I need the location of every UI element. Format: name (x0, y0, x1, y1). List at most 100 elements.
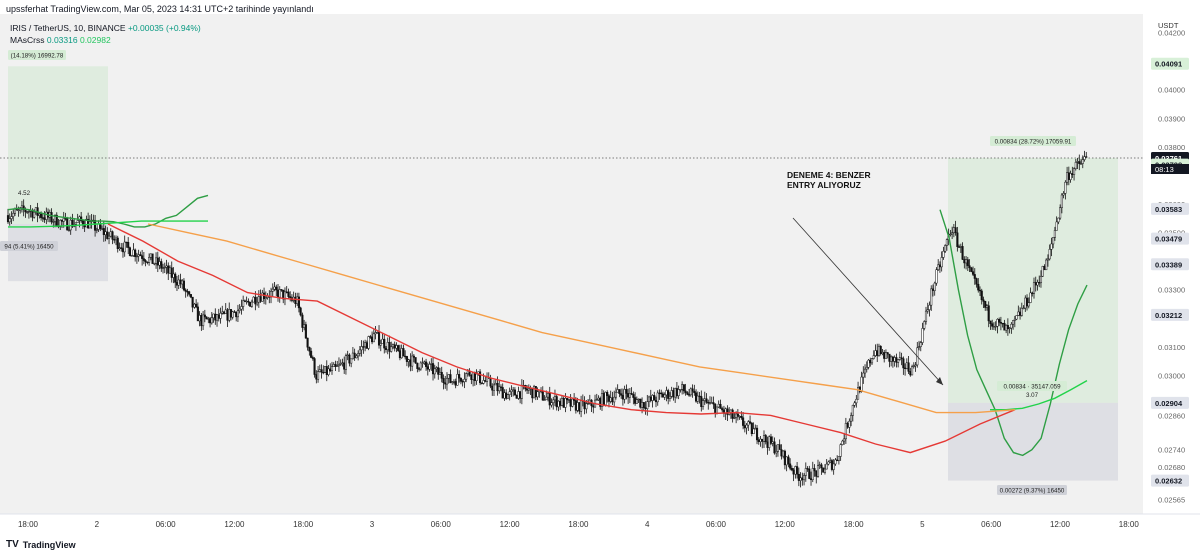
candle-body (846, 422, 849, 428)
candle-body (789, 463, 792, 469)
candle-body (479, 371, 482, 384)
candle-body (930, 288, 933, 306)
candle-body (27, 210, 30, 213)
candle-body (322, 371, 325, 374)
candle-body (546, 393, 550, 398)
candle-body (315, 374, 318, 380)
candle-body (684, 390, 687, 393)
tradingview-brand[interactable]: TV TradingView (6, 539, 76, 550)
candle-body (909, 371, 912, 376)
candle-body (635, 399, 638, 404)
tradingview-logo-icon: TV (6, 539, 19, 550)
candle-body (620, 393, 623, 396)
candle-body (754, 427, 757, 430)
candle-body (661, 393, 665, 398)
candle-body (578, 402, 581, 412)
candle-body (750, 422, 753, 435)
candle-body (475, 373, 478, 381)
candle-body (350, 358, 353, 364)
candle-body (249, 301, 252, 307)
indicator-legend[interactable]: MAsCrss 0.03316 0.02982 (10, 35, 111, 45)
candle-body (104, 231, 107, 235)
candle-body (883, 352, 886, 359)
candle-body (822, 467, 825, 473)
candle-body (874, 350, 877, 356)
candle-body (202, 314, 205, 327)
candle-body (1020, 307, 1023, 316)
candle-body (329, 368, 332, 372)
candle-body (651, 395, 654, 401)
candle-body (198, 315, 201, 322)
candle-body (499, 386, 503, 388)
candle-body (6, 215, 10, 223)
published-note: upssferhat TradingView.com, Mar 05, 2023… (6, 4, 314, 14)
candle-body (773, 441, 776, 454)
candle-body (832, 463, 835, 470)
candle-body (811, 468, 814, 480)
candle-body (816, 465, 820, 477)
candle-body (954, 227, 957, 234)
candle-body (215, 314, 219, 321)
candle-body (897, 359, 900, 363)
candle-body (917, 346, 921, 349)
candle-body (205, 316, 208, 320)
candle-body (555, 396, 558, 408)
candle-body (1081, 159, 1084, 164)
candle-body (1079, 163, 1083, 165)
candle-body (231, 311, 234, 318)
candle-body (336, 365, 339, 367)
candle-body (809, 478, 813, 480)
candle-body (851, 405, 854, 416)
candle-body (956, 232, 959, 247)
x-tick-label: 18:00 (18, 520, 39, 529)
candle-body (682, 384, 685, 392)
candle-body (712, 402, 715, 405)
candle-body (343, 362, 346, 370)
candle-body (10, 216, 13, 219)
candle-body (323, 366, 327, 373)
candle-body (1050, 243, 1053, 250)
position-1-target-zone (8, 66, 108, 225)
candle-body (796, 466, 799, 475)
candle-body (888, 353, 891, 362)
candle-body (8, 218, 11, 223)
position-2-stop-label: 0.00272 (9.37%) 16450 (1000, 488, 1065, 495)
candle-body (402, 348, 405, 357)
candle-body (783, 450, 786, 466)
candle-body (970, 267, 973, 272)
candle-body (902, 358, 905, 369)
candle-body (45, 211, 48, 220)
candle-body (447, 374, 450, 379)
candle-body (550, 402, 553, 406)
x-tick-label: 06:00 (706, 520, 727, 529)
candle-body (221, 311, 224, 314)
candle-body (1062, 193, 1065, 196)
candle-body (391, 344, 395, 348)
price-tag: 0.02904 (1155, 399, 1183, 408)
candle-body (747, 421, 750, 426)
candle-body (1078, 161, 1081, 165)
price-tag: 0.03389 (1155, 260, 1182, 269)
candle-body (273, 286, 276, 290)
candle-body (320, 369, 323, 373)
candle-body (942, 250, 945, 258)
candle-body (461, 381, 464, 383)
candle-body (184, 289, 187, 292)
candle-body (235, 311, 238, 318)
annotation-text-2: ENTRY ALIYORUZ (787, 180, 861, 190)
candle-body (890, 356, 893, 362)
price-tag: 0.03212 (1155, 311, 1182, 320)
candle-body (17, 209, 20, 212)
candle-body (386, 342, 389, 351)
candle-body (580, 400, 583, 412)
candle-body (12, 213, 15, 217)
symbol-legend[interactable]: IRIS / TetherUS, 10, BINANCE +0.00035 (+… (10, 23, 201, 33)
candle-body (181, 280, 184, 285)
candle-body (384, 347, 388, 351)
candle-body (966, 259, 969, 266)
candle-body (294, 296, 297, 304)
candle-body (952, 227, 955, 233)
candle-body (38, 213, 41, 216)
candle-body (569, 399, 572, 407)
